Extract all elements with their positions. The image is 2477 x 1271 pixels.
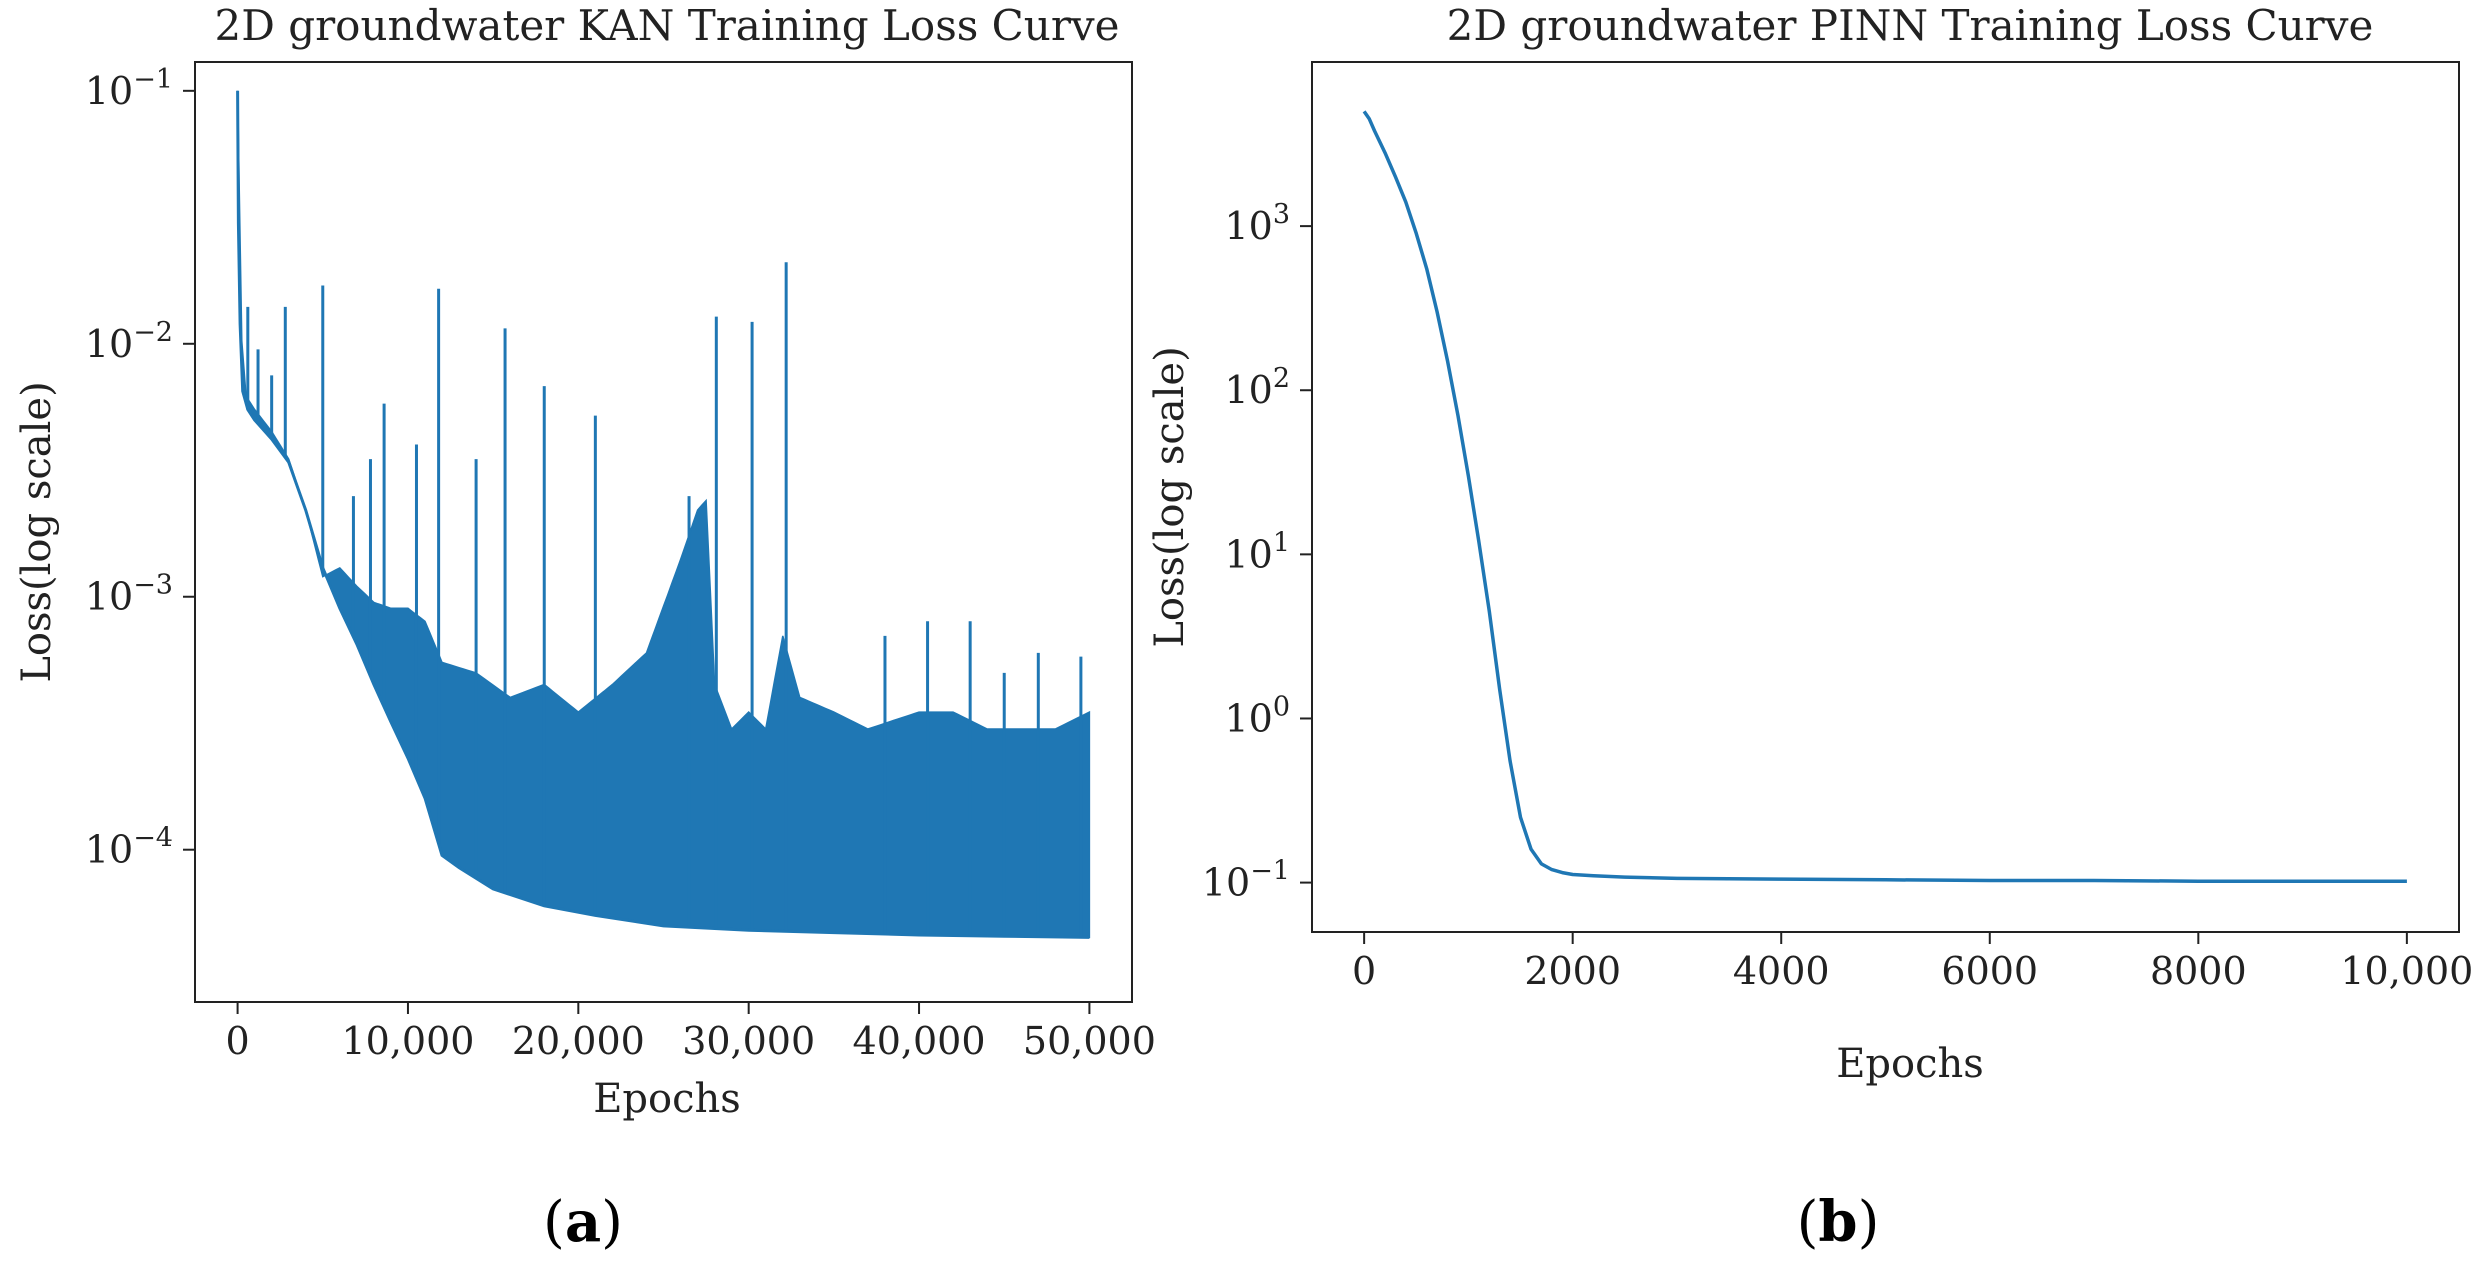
chart-a-xtick-label: 50,000 — [1023, 1019, 1156, 1063]
chart-a-x-axis-label: Epochs — [593, 1076, 741, 1122]
chart-b-ytick-label: 100 — [1224, 691, 1290, 740]
chart-b-ytick-label: 103 — [1224, 199, 1290, 248]
chart-b-frame — [1311, 61, 2460, 933]
chart-a-kan-loss: 2D groundwater KAN Training Loss Curve 0… — [14, 1, 1156, 1255]
chart-b-xtick-label: 2000 — [1524, 949, 1621, 993]
chart-a-xtick-label: 30,000 — [682, 1019, 815, 1063]
chart-b-xtick-label: 10,000 — [2340, 949, 2473, 993]
chart-a-loss-line — [236, 90, 1090, 939]
chart-a-loss-band — [236, 90, 1091, 939]
chart-b-pinn-loss: 2D groundwater PINN Training Loss Curve … — [1147, 1, 2473, 1255]
panel-label-a: (a) — [543, 1189, 623, 1255]
chart-a-frame — [194, 61, 1133, 1003]
chart-b-xtick-label: 8000 — [2150, 949, 2247, 993]
chart-a-xtick-label: 40,000 — [853, 1019, 986, 1063]
chart-b-xtick-label: 0 — [1352, 949, 1376, 993]
chart-b-title: 2D groundwater PINN Training Loss Curve — [1447, 1, 2374, 50]
chart-b-y-axis-label: Loss(log scale) — [1147, 346, 1193, 647]
chart-b-xtick-label: 6000 — [1941, 949, 2038, 993]
chart-b-x-axis-label: Epochs — [1836, 1041, 1984, 1087]
chart-a-xtick-label: 0 — [225, 1019, 249, 1063]
chart-b-plot-area: 0 2000 4000 6000 8000 10,000 10−1 100 101 102 103 — [1202, 110, 2473, 993]
chart-b-loss-line — [1362, 110, 2407, 883]
chart-a-ytick-label: 10−4 — [85, 823, 173, 872]
chart-a-xtick-label: 20,000 — [512, 1019, 645, 1063]
chart-b-ytick-label: 101 — [1224, 527, 1290, 576]
chart-a-ytick-label: 10−3 — [85, 570, 173, 619]
chart-a-title: 2D groundwater KAN Training Loss Curve — [214, 1, 1119, 50]
chart-a-ytick-label: 10−2 — [85, 317, 173, 366]
chart-a-ytick-label: 10−1 — [85, 64, 173, 113]
chart-a-y-axis-label: Loss(log scale) — [14, 381, 60, 682]
chart-b-ytick-label: 10−1 — [1202, 856, 1290, 905]
chart-b-xtick-label: 4000 — [1733, 949, 1830, 993]
panel-label-b: (b) — [1797, 1189, 1880, 1255]
chart-a-xtick-label: 10,000 — [341, 1019, 474, 1063]
chart-b-ytick-label: 102 — [1224, 363, 1290, 412]
chart-a-plot-area: 0 10,000 20,000 30,000 40,000 50,000 10−4 10−3 1… — [85, 64, 1156, 1063]
